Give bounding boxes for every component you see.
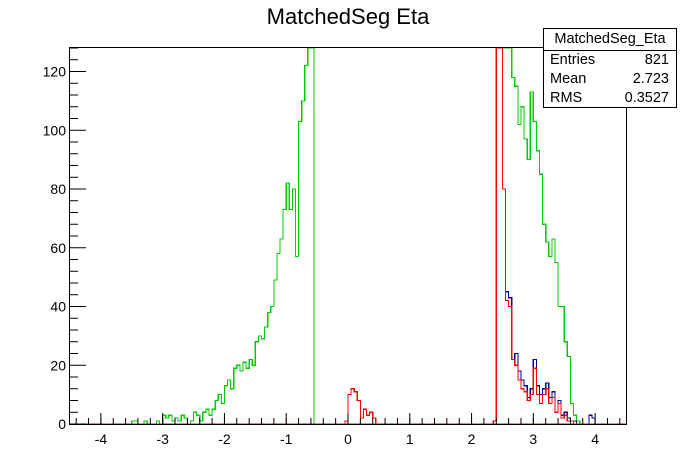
x-tick-label: 3 <box>529 431 537 447</box>
y-tick-label: 40 <box>50 299 66 315</box>
y-tick-label: 0 <box>58 416 66 432</box>
stats-value: 821 <box>644 52 669 68</box>
x-tick-label: -1 <box>280 431 293 447</box>
stats-box: MatchedSeg_Eta Entries 821 Mean 2.723 RM… <box>543 28 677 108</box>
x-tick-label: -3 <box>156 431 169 447</box>
x-tick-label: -2 <box>218 431 231 447</box>
y-tick-label: 20 <box>50 357 66 373</box>
series-line-0 <box>131 47 583 425</box>
x-tick-label: 2 <box>468 431 476 447</box>
y-tick-label: 80 <box>50 181 66 197</box>
series-line-1 <box>492 47 599 425</box>
x-tick-label: 0 <box>344 431 352 447</box>
stats-label: RMS <box>550 90 583 106</box>
y-tick-label: 100 <box>43 122 67 138</box>
stats-row-entries: Entries 821 <box>544 51 676 70</box>
series-line-2 <box>344 47 577 425</box>
stats-value: 0.3527 <box>624 90 669 106</box>
x-tick-label: 1 <box>406 431 414 447</box>
stats-row-mean: Mean 2.723 <box>544 70 676 89</box>
x-tick-label: -4 <box>95 431 108 447</box>
plot-frame <box>69 47 627 425</box>
stats-row-rms: RMS 0.3527 <box>544 89 676 108</box>
stats-label: Entries <box>550 52 596 68</box>
stats-value: 2.723 <box>632 71 669 87</box>
stats-box-title: MatchedSeg_Eta <box>544 29 676 51</box>
x-tick-label: 4 <box>591 431 599 447</box>
y-tick-label: 60 <box>50 240 66 256</box>
chart-title: MatchedSeg Eta <box>266 4 430 29</box>
stats-label: Mean <box>550 71 587 87</box>
y-tick-label: 120 <box>43 64 67 80</box>
